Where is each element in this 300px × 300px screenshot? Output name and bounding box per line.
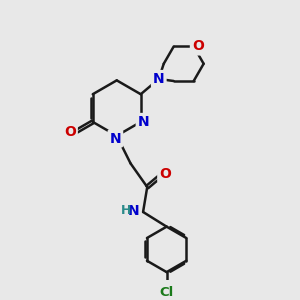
Text: N: N	[128, 204, 139, 218]
Text: O: O	[64, 124, 76, 139]
Text: N: N	[153, 72, 165, 86]
Text: Cl: Cl	[160, 286, 174, 299]
Text: H: H	[121, 204, 131, 217]
Text: N: N	[110, 132, 121, 145]
Text: O: O	[192, 40, 204, 53]
Text: N: N	[138, 115, 149, 129]
Text: O: O	[159, 167, 171, 181]
